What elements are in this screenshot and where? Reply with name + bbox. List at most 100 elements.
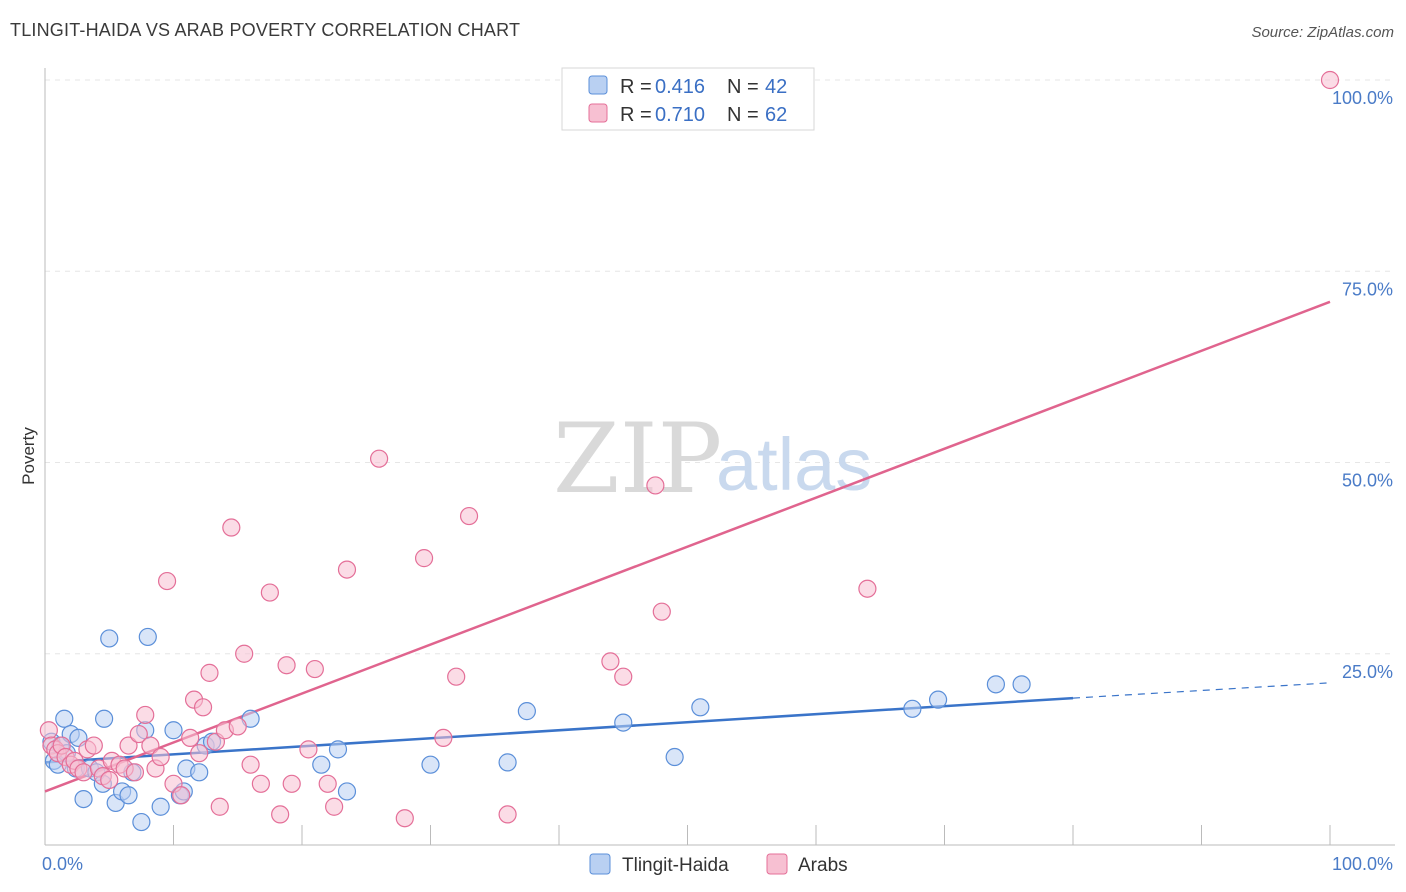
tlingit-haida-point-38 <box>665 747 684 767</box>
y-tick-label-1: 50.0% <box>1342 471 1393 491</box>
y-tick-labels: 25.0% 50.0% 75.0% 100.0% <box>1332 88 1393 682</box>
legend-r-label-2: R = <box>620 104 657 126</box>
arabs-point-60 <box>652 602 671 621</box>
tlingit-haida-point-42 <box>986 675 1006 694</box>
data-points <box>39 70 1340 832</box>
arabs-point-37 <box>228 717 247 736</box>
arabs-point-52 <box>414 549 434 568</box>
arabs-point-45 <box>299 740 318 759</box>
arabs-point-50 <box>370 449 389 468</box>
arabs-point-22 <box>141 736 160 755</box>
source-label: Source: ZipAtlas.com <box>1251 24 1394 41</box>
arabs-point-0 <box>39 721 58 740</box>
arabs-point-27 <box>172 786 191 805</box>
bottom-legend-label-tlingit-haida: Tlingit-Haida <box>622 855 729 876</box>
legend-r-label-1: R = <box>620 76 657 98</box>
arabs-point-34 <box>210 797 229 816</box>
tlingit-haida-point-4 <box>55 709 74 728</box>
legend-n-value-2: 62 <box>765 104 787 126</box>
arabs-point-38 <box>235 644 254 663</box>
arabs-point-46 <box>305 659 324 679</box>
y-tick-label-0: 25.0% <box>1342 662 1393 682</box>
watermark-zip: ZIP <box>553 403 722 515</box>
arabs-point-20 <box>129 724 148 744</box>
arabs-point-57 <box>601 652 620 671</box>
arabs-point-19 <box>125 763 145 782</box>
tlingit-haida-point-39 <box>691 698 710 717</box>
grid-lines <box>45 79 1395 655</box>
arabs-point-54 <box>447 667 466 686</box>
tlingit-haida-point-27 <box>190 763 209 782</box>
legend-r-value-2: 0.710 <box>655 104 705 126</box>
tlingit-haida-point-35 <box>498 753 517 772</box>
arabs-point-51 <box>395 809 414 828</box>
arabs-point-41 <box>260 583 279 602</box>
arabs-point-28 <box>181 728 200 748</box>
x-tick-label-1: 100.0% <box>1332 854 1393 874</box>
arabs-point-31 <box>193 698 213 717</box>
watermark-atlas: atlas <box>716 423 872 506</box>
tlingit-haida-point-33 <box>337 782 357 801</box>
arabs-point-43 <box>277 656 296 675</box>
tlingit-haida-point-22 <box>151 797 170 816</box>
trend-lines <box>44 300 1331 793</box>
arabs-point-56 <box>498 805 517 824</box>
arabs-point-47 <box>318 774 337 793</box>
legend-box: R = 0.416 N = 42 R = 0.710 N = 62 <box>561 67 815 131</box>
arabs-point-59 <box>646 476 665 495</box>
tlingit-haida-point-23 <box>164 721 183 740</box>
tlingit-haida-trend-extension <box>1072 682 1331 699</box>
tlingit-haida-point-21 <box>138 627 157 647</box>
x-tick-label-0: 0.0% <box>42 854 83 874</box>
arabs-point-32 <box>200 663 219 682</box>
bottom-legend: Tlingit-Haida Arabs <box>589 853 848 876</box>
legend-n-label-2: N = <box>727 104 764 126</box>
arabs-point-53 <box>434 728 453 748</box>
bottom-legend-label-arabs: Arabs <box>798 855 848 876</box>
arabs-point-14 <box>100 770 119 790</box>
arabs-point-9 <box>74 763 93 782</box>
tlingit-haida-point-36 <box>517 702 536 721</box>
arabs-point-11 <box>84 736 103 755</box>
tlingit-haida-point-40 <box>903 699 922 718</box>
arabs-point-49 <box>337 560 357 579</box>
tlingit-haida-point-43 <box>1012 675 1031 694</box>
tlingit-haida-point-41 <box>928 690 948 709</box>
y-tick-label-2: 75.0% <box>1342 279 1393 299</box>
y-axis-label: Poverty <box>19 427 38 485</box>
bottom-legend-swatch-arabs <box>766 853 788 875</box>
arabs-point-18 <box>119 736 138 755</box>
arabs-point-62 <box>1320 70 1340 90</box>
tlingit-haida-point-13 <box>95 709 114 728</box>
legend-n-value-1: 42 <box>765 76 787 98</box>
tlingit-haida-point-37 <box>614 713 633 732</box>
chart-title: TLINGIT-HAIDA VS ARAB POVERTY CORRELATIO… <box>10 20 521 40</box>
legend-r-value-1: 0.416 <box>655 76 705 98</box>
arabs-trend-line <box>44 300 1331 793</box>
legend-swatch-arabs <box>588 103 608 123</box>
arabs-point-25 <box>157 571 177 591</box>
arabs-point-48 <box>325 797 344 816</box>
axes <box>44 68 1395 846</box>
legend-n-label-1: N = <box>727 76 764 98</box>
arabs-point-44 <box>282 774 301 793</box>
tlingit-haida-point-17 <box>119 786 138 805</box>
arabs-point-55 <box>459 506 479 526</box>
arabs-point-36 <box>222 518 241 537</box>
bottom-legend-swatch-tlingit-haida <box>589 853 611 875</box>
arabs-point-24 <box>151 747 170 767</box>
tlingit-haida-point-31 <box>312 755 331 774</box>
arabs-point-21 <box>136 705 155 725</box>
arabs-point-40 <box>251 774 270 793</box>
tlingit-haida-trend-line <box>44 696 1074 764</box>
tlingit-haida-point-14 <box>100 629 119 648</box>
tlingit-haida-point-32 <box>328 740 348 759</box>
arabs-point-30 <box>190 744 209 763</box>
arabs-point-42 <box>271 805 290 824</box>
y-tick-label-3: 100.0% <box>1332 88 1393 108</box>
arabs-point-61 <box>858 579 877 598</box>
tlingit-haida-point-19 <box>132 812 151 832</box>
arabs-point-58 <box>614 667 633 686</box>
arabs-point-39 <box>241 755 260 774</box>
